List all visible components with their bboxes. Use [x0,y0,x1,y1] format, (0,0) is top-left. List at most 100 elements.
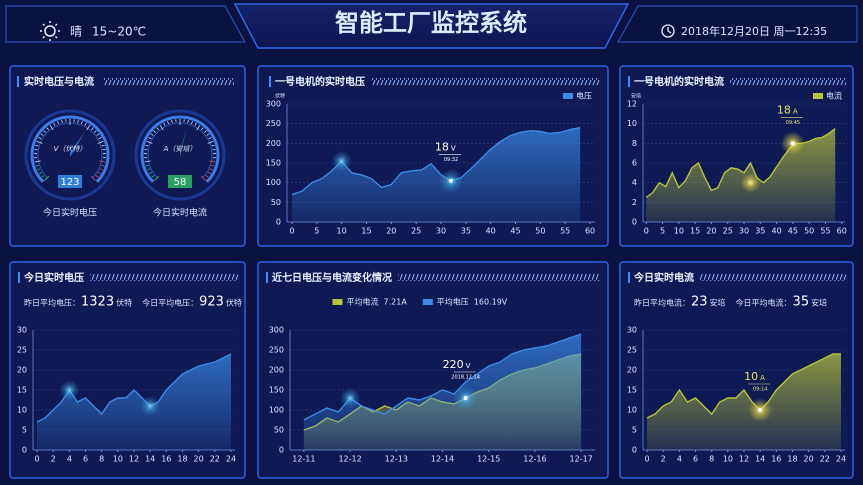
gauge-tick [77,119,79,124]
y-tick-label: 6 [632,159,637,168]
stat-label: 今日平均电压： [142,298,198,308]
annotation-dot [758,408,763,412]
gauge-arc [140,115,220,183]
y-tick-label: 50 [274,426,284,435]
x-tick-label: 40 [486,227,496,236]
annotation-unit: A [760,374,765,382]
stat-unit: 伏特 [116,298,132,308]
gauge-label: A（安培） [163,145,197,153]
x-tick-label: 6 [693,455,698,464]
gauge-tick [101,164,105,167]
annotation-value: 10 [744,370,758,383]
gauge-tick [207,171,211,175]
title-accent [628,76,630,87]
x-tick-label: 40 [771,227,781,236]
x-tick-label: 4 [67,455,72,464]
x-tick-label: 10 [723,455,733,464]
sun-icon [40,21,60,41]
x-tick-label: 14 [145,455,155,464]
y-tick-label: 100 [269,406,284,415]
gauge-tick [149,171,153,175]
gauge-tick [191,121,193,125]
gauge-value-box [168,175,192,188]
y-tick-label: 20 [627,366,637,375]
chart-title: 一号电机的实时电压 [275,75,365,88]
annotation-time: 09:45 [786,120,800,126]
y-tick-label: 30 [17,326,27,335]
highlight [331,151,352,172]
x-tick-label: 60 [837,227,847,236]
gauge-tick [34,160,41,163]
area [37,354,231,450]
x-tick-label: 18 [787,455,797,464]
gauge-tick [37,168,41,171]
annotation-unit: A [793,107,798,115]
annotation-time: 09:32 [444,157,458,163]
gauge-tick [150,133,154,136]
gauge-tick [187,119,189,124]
gauge-tick [61,119,63,124]
y-tick-label: 2 [632,198,637,207]
y-tick-label: 0 [632,446,637,455]
y-tick-label: 150 [266,159,281,168]
gauge-tick [208,137,212,140]
gauge-value: 58 [174,177,187,188]
title-hatch [371,78,600,85]
chart-title: 今日实时电压 [23,271,84,284]
gauge-tick [200,175,206,181]
y-tick-label: 10 [17,406,27,415]
gauge-value: 123 [60,177,79,188]
x-tick-label: 16 [771,455,781,464]
x-tick-label: 50 [804,227,814,236]
legend-label: 电流 [826,91,842,101]
stat-value: 23 [691,295,708,310]
line [646,353,841,419]
gauge-tick [148,137,152,140]
legend-label: 电压 [576,91,592,101]
x-tick-label: 24 [226,455,236,464]
gauge-tick [159,124,164,131]
gauge-tick [163,122,166,126]
x-tick-label: 25 [411,227,421,236]
x-tick-label: 35 [755,227,765,236]
gauge-tick [41,175,45,178]
gauge-tick [40,133,44,136]
annotation-value: 18 [435,141,449,154]
gauge-tick [39,171,43,175]
gauge-tick [86,124,91,131]
gauge-tick [147,168,151,171]
x-tick-label: 0 [644,227,649,236]
gauge-tick [36,140,43,144]
x-tick-label: 60 [585,227,595,236]
header-frame [233,3,630,49]
gauge-tick [196,124,201,131]
gauge-tick [53,122,56,126]
y-tick-label: 0 [22,446,27,455]
datetime: 2018年12月20日 周一12:35 [681,24,827,38]
weather: 晴 [70,25,82,39]
x-tick-label: 8 [709,455,714,464]
x-tick-label: 18 [177,455,187,464]
y-tick-label: 5 [632,426,637,435]
y-tick-label: 4 [632,178,637,187]
x-tick-label: 12-16 [523,455,546,464]
x-tick-label: 12-14 [431,455,454,464]
gauge-tick [35,164,39,167]
y-tick-label: 8 [632,139,637,148]
panel [9,65,246,247]
annotation-unit: V [451,145,456,153]
annotation-dot [463,396,468,400]
x-tick-label: 20 [804,455,814,464]
highlight [740,172,761,193]
legend-label: 平均电流 [347,297,379,307]
x-tick-label: 20 [386,227,396,236]
gauge-glow [24,109,116,201]
gauge-glow [134,109,226,201]
gauge-arc [30,115,110,183]
x-tick-label: 6 [83,455,88,464]
x-tick-label: 30 [436,227,446,236]
x-tick-label: 12-13 [385,455,408,464]
gauge-tick [49,124,54,131]
stat-unit: 伏特 [226,298,242,308]
area [303,334,582,450]
